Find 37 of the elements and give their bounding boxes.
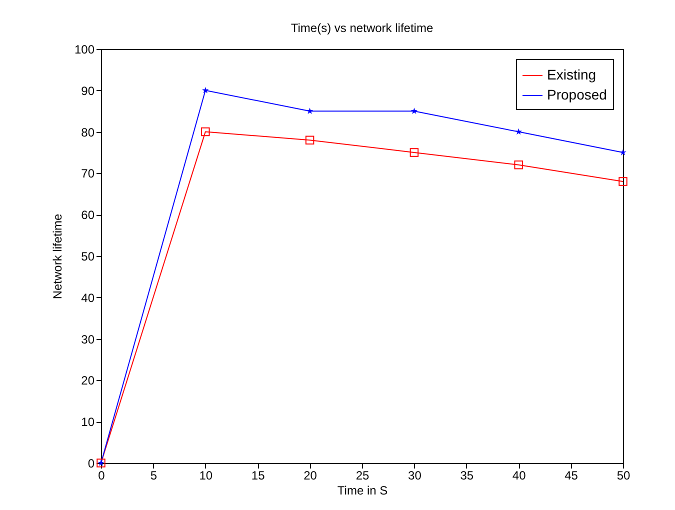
point (618, 177, 628, 186)
point (514, 160, 523, 170)
point (305, 136, 314, 144)
point (515, 128, 522, 135)
x-tick-label: 15 (251, 468, 266, 482)
x-tick-label: 25 (356, 468, 370, 482)
x-axis-title: Time in S (337, 484, 388, 498)
x-tick-label: 0 (98, 468, 106, 482)
y-tick-label: 100 (74, 42, 95, 56)
point (202, 86, 209, 94)
y-tick-label: 80 (81, 125, 95, 140)
legend-label: Proposed (547, 86, 607, 102)
chart-title: Time(s) vs network lifetime (290, 21, 434, 35)
y-tick-label: 10 (81, 415, 95, 430)
y-tick-label: 30 (81, 332, 95, 346)
y-tick-label: 40 (81, 290, 95, 305)
point (201, 127, 210, 136)
point (410, 148, 419, 157)
x-tick-label: 30 (408, 468, 422, 482)
y-tick-label: 70 (81, 166, 95, 181)
x-tick-label: 40 (512, 468, 526, 482)
x-tick-label: 5 (150, 468, 158, 482)
x-tick-label: 45 (564, 468, 578, 482)
y-tick-label: 20 (81, 374, 95, 388)
y-tick-label: 90 (81, 84, 95, 98)
point (620, 148, 626, 156)
y-axis-title: Network lifetime (50, 214, 64, 300)
point (410, 108, 418, 114)
y-tick-label: 50 (81, 250, 95, 264)
x-tick-label: 50 (616, 468, 630, 482)
point (306, 108, 314, 114)
y-tick-label: 0 (88, 456, 95, 470)
x-tick-label: 10 (199, 468, 213, 482)
y-tick-label: 60 (81, 208, 95, 222)
x-tick-label: 20 (304, 468, 318, 482)
x-tick-label: 35 (460, 468, 474, 482)
legend-label: Existing (547, 66, 596, 82)
